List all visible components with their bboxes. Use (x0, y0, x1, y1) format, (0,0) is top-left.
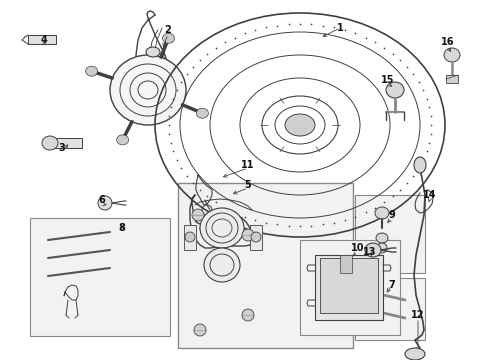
Ellipse shape (242, 309, 254, 321)
Ellipse shape (98, 196, 112, 210)
Ellipse shape (444, 48, 460, 62)
Ellipse shape (414, 157, 426, 173)
Ellipse shape (242, 229, 254, 241)
Text: 10: 10 (351, 243, 365, 253)
Text: 14: 14 (423, 190, 437, 200)
Ellipse shape (192, 209, 204, 221)
Text: 5: 5 (245, 180, 251, 190)
Text: 9: 9 (389, 210, 395, 220)
Ellipse shape (285, 114, 315, 136)
Bar (340, 255, 352, 273)
Ellipse shape (376, 233, 388, 243)
Bar (446, 75, 458, 83)
Bar (300, 240, 400, 335)
Ellipse shape (200, 208, 244, 248)
Text: 11: 11 (241, 160, 255, 170)
Ellipse shape (117, 135, 129, 145)
Bar (355, 278, 425, 340)
Text: 6: 6 (98, 195, 105, 205)
Ellipse shape (386, 82, 404, 98)
Text: 12: 12 (411, 310, 425, 320)
Ellipse shape (42, 136, 58, 150)
Bar (50, 138, 82, 148)
Ellipse shape (194, 324, 206, 336)
Text: 1: 1 (337, 23, 343, 33)
Ellipse shape (146, 47, 160, 57)
Text: 15: 15 (381, 75, 395, 85)
Ellipse shape (377, 243, 387, 253)
Ellipse shape (365, 243, 381, 257)
Bar (178, 183, 353, 348)
Text: 8: 8 (119, 223, 125, 233)
Text: 2: 2 (165, 25, 172, 35)
Ellipse shape (196, 108, 208, 118)
Bar (30, 218, 170, 336)
Ellipse shape (204, 248, 240, 282)
Text: 13: 13 (363, 247, 377, 257)
Text: 4: 4 (41, 35, 48, 45)
Text: 3: 3 (59, 143, 65, 153)
Bar (315, 255, 383, 320)
Ellipse shape (110, 55, 186, 125)
Bar (184, 225, 196, 250)
Bar (28, 35, 56, 44)
Ellipse shape (356, 303, 368, 313)
Ellipse shape (251, 232, 261, 242)
Text: 16: 16 (441, 37, 455, 47)
Text: 7: 7 (389, 280, 395, 290)
Ellipse shape (163, 33, 174, 43)
Ellipse shape (405, 348, 425, 360)
Bar (250, 225, 262, 250)
Ellipse shape (185, 232, 195, 242)
Bar (355, 195, 425, 273)
Bar (320, 258, 378, 313)
Ellipse shape (375, 207, 389, 219)
Ellipse shape (356, 285, 368, 295)
Ellipse shape (86, 66, 98, 76)
